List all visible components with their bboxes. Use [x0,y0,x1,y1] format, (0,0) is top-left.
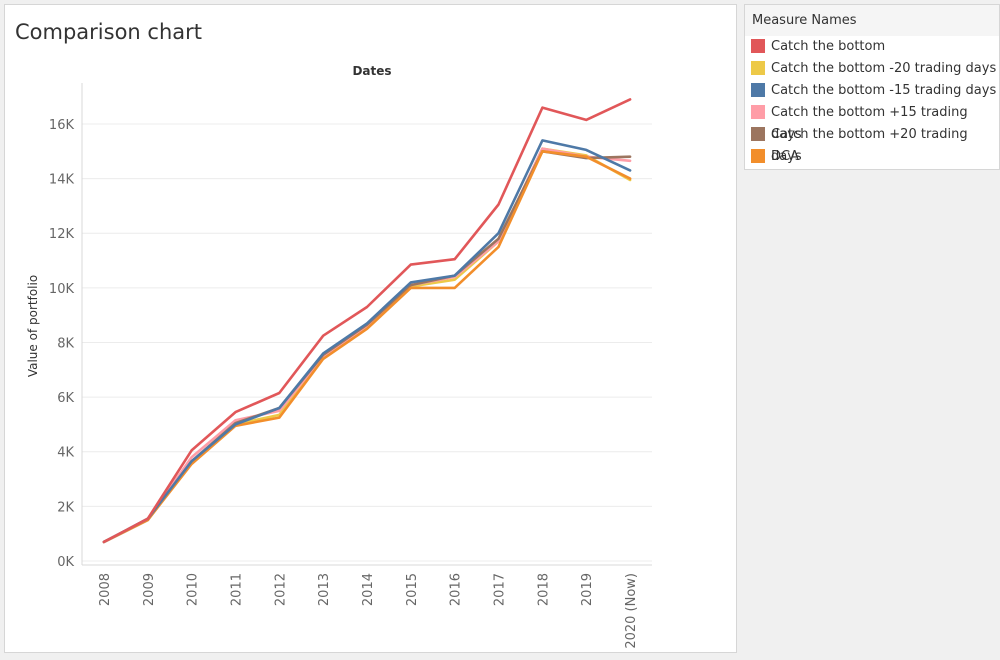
x-tick-label: 2017 [493,573,508,606]
series-line-catch-the-bottom-20-trading-days [102,150,632,544]
chart-title: Comparison chart [15,20,203,44]
chart-panel: Comparison chart 0K 2K 4K 6K 8K 10K 12K 14K 16K D… [4,4,737,653]
legend-item[interactable]: Catch the bottom -15 trading days [745,80,999,102]
legend-item[interactable]: Catch the bottom [745,36,999,58]
legend-item[interactable]: Catch the bottom +15 trading days [745,102,999,142]
x-tick-label: 2019 [580,573,595,606]
legend-label: DCA [771,149,799,164]
legend-title: Measure Names [745,5,999,36]
series-line-catch-the-bottom [102,98,632,544]
y-tick-label: 4K [57,446,74,461]
x-tick-label: 2016 [449,573,464,606]
legend-item[interactable]: Catch the bottom -20 trading days [745,58,999,80]
legend-item[interactable]: DCA [745,146,999,168]
y-tick-label: 16K [49,118,75,133]
legend-swatch [751,83,765,97]
x-tick-label: 2014 [361,573,376,606]
x-tick-label: 2009 [142,573,157,606]
y-tick-label: 8K [57,336,74,351]
x-axis-label: Dates [352,64,391,78]
x-tick-label: 2015 [405,573,420,606]
legend-list: Catch the bottom Catch the bottom -20 tra… [745,36,999,168]
legend-label: Catch the bottom +20 trading days [771,127,968,164]
y-tick-label: 6K [57,391,74,406]
x-tick-label: 2013 [317,573,332,606]
series-line-dca [102,150,632,544]
legend-label: Catch the bottom [771,39,886,54]
legend-swatch [751,127,765,141]
legend-label: Catch the bottom -15 trading days [771,83,997,98]
series-line-catch-the-bottom-20-trading-days [102,147,632,544]
y-tick-label: 12K [49,227,75,242]
y-tick-label: 2K [57,500,74,515]
series-line-catch-the-bottom-15-trading-days [102,147,632,544]
legend-label: Catch the bottom +15 trading days [771,105,968,142]
x-tick-label: 2011 [229,573,244,606]
y-axis-label: Value of portfolio [26,275,40,377]
legend-swatch [751,149,765,163]
legend-item[interactable]: Catch the bottom +20 trading days [745,124,999,164]
legend-panel: Measure Names Catch the bottom Catch the … [744,4,1000,170]
y-tick-label: 10K [49,282,75,297]
y-tick-label: 0K [57,555,74,570]
x-tick-label: 2012 [273,573,288,606]
y-tick-label: 14K [49,173,75,188]
legend-label: Catch the bottom -20 trading days [771,61,997,76]
x-tick-label: 2010 [186,573,201,606]
legend-swatch [751,61,765,75]
series-line-catch-the-bottom-15-trading-days [102,139,632,544]
legend-swatch [751,105,765,119]
line-chart[interactable]: 0K 2K 4K 6K 8K 10K 12K 14K 16K Dates Value of port… [5,5,738,654]
x-tick-label: 2008 [98,573,113,606]
legend-swatch [751,39,765,53]
x-tick-label: 2018 [536,573,551,606]
x-tick-label: 2020 (Now) [624,573,639,649]
